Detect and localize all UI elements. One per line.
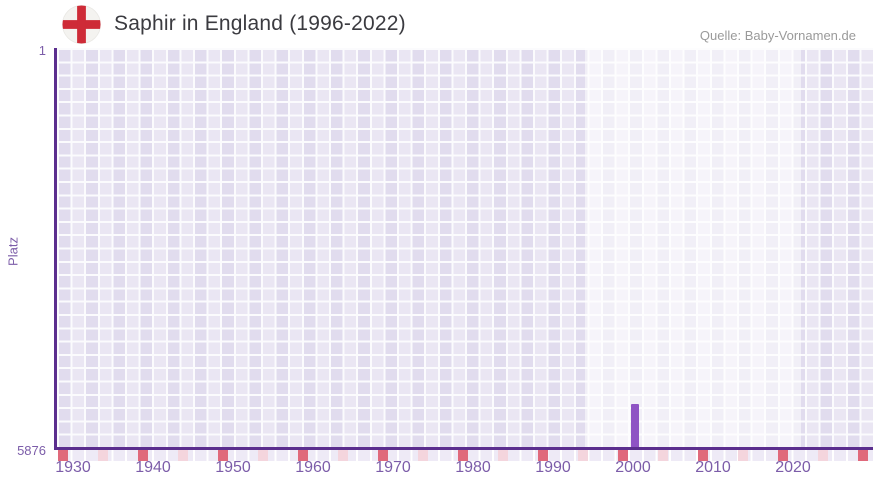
five-year-mark-2023: [818, 450, 828, 461]
five-year-mark-2028: [858, 450, 868, 461]
five-year-mark-1933: [98, 450, 108, 461]
x-axis-label-1980: 1980: [455, 459, 491, 476]
y-tick-bottom: 5876: [17, 443, 46, 458]
x-axis-labels: 1930 1940 1950 1960 1970 1980 1990 2000 2010 2020: [55, 459, 873, 483]
five-year-mark-1978: [458, 450, 468, 461]
five-year-mark-1963: [338, 450, 348, 461]
five-year-mark-1928: [58, 450, 68, 461]
x-axis-label-2020: 2020: [775, 459, 811, 476]
five-year-mark-1953: [258, 450, 268, 461]
x-axis-label-2010: 2010: [695, 459, 731, 476]
five-year-mark-1938: [138, 450, 148, 461]
x-axis-label-1960: 1960: [295, 459, 331, 476]
source-credit: Quelle: Baby-Vornamen.de: [699, 28, 856, 43]
five-year-mark-1948: [218, 450, 228, 461]
highlight-band: [585, 48, 801, 447]
five-year-mark-1973: [418, 450, 428, 461]
five-year-mark-1943: [178, 450, 188, 461]
five-year-mark-1968: [378, 450, 388, 461]
x-axis-label-1940: 1940: [135, 459, 171, 476]
x-axis-label-1950: 1950: [215, 459, 251, 476]
rank-bar-2000: [631, 404, 639, 447]
england-flag-icon: [62, 5, 101, 44]
five-year-mark-1993: [578, 450, 588, 461]
five-year-mark-2008: [698, 450, 708, 461]
plot-area: [57, 48, 873, 447]
five-year-mark-1983: [498, 450, 508, 461]
five-year-mark-1958: [298, 450, 308, 461]
five-year-mark-2013: [738, 450, 748, 461]
x-axis-line: [54, 447, 873, 450]
five-year-mark-1998: [618, 450, 628, 461]
x-axis-label-1970: 1970: [375, 459, 411, 476]
five-year-mark-2018: [778, 450, 788, 461]
five-year-mark-1988: [538, 450, 548, 461]
y-axis-line: [54, 48, 57, 450]
y-axis-title: Platz: [5, 237, 21, 266]
x-axis-label-2000: 2000: [615, 459, 651, 476]
x-axis-marks: [57, 450, 873, 461]
x-axis-label-1990: 1990: [535, 459, 571, 476]
page-title: Saphir in England (1996-2022): [114, 12, 406, 35]
x-axis-label-1930: 1930: [55, 459, 91, 476]
y-tick-top: 1: [38, 43, 46, 58]
five-year-mark-2003: [658, 450, 668, 461]
